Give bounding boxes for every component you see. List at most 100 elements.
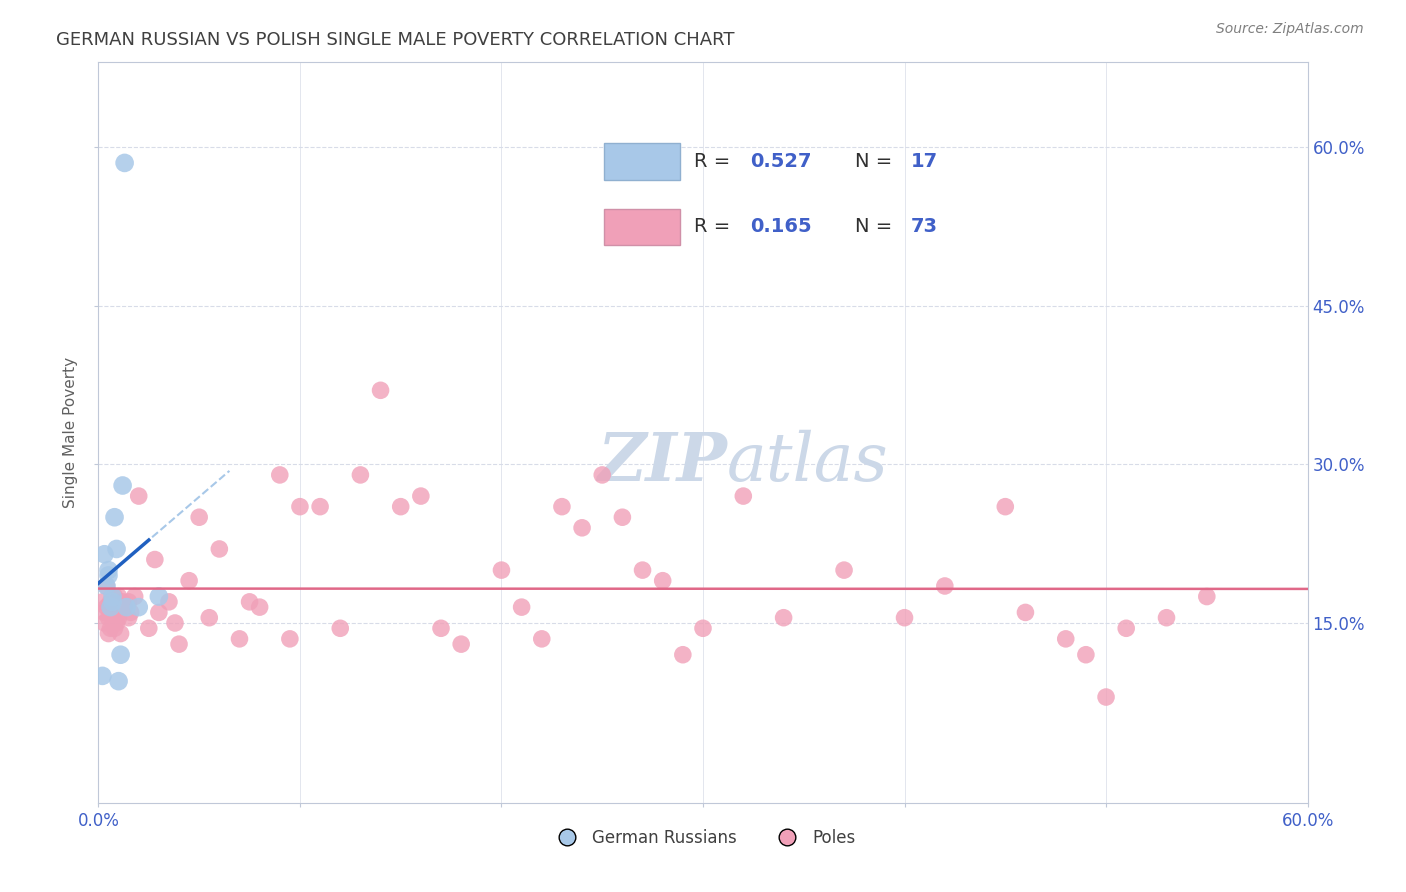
FancyBboxPatch shape xyxy=(603,209,681,245)
Point xyxy=(651,574,673,588)
Text: N =: N = xyxy=(855,152,898,171)
Point xyxy=(288,500,311,514)
Point xyxy=(994,500,1017,514)
Point xyxy=(103,590,125,604)
Point xyxy=(100,621,122,635)
Point xyxy=(103,510,125,524)
Point xyxy=(893,611,915,625)
Point xyxy=(107,674,129,689)
Point xyxy=(1156,611,1178,625)
Point xyxy=(93,606,115,620)
Point xyxy=(832,563,855,577)
Point xyxy=(101,595,124,609)
Point xyxy=(329,621,352,635)
Text: N =: N = xyxy=(855,218,898,236)
Point xyxy=(97,568,120,582)
Point xyxy=(91,595,114,609)
Point xyxy=(101,590,124,604)
Point xyxy=(370,384,392,398)
Point xyxy=(491,563,513,577)
Point xyxy=(278,632,301,646)
Point xyxy=(198,611,221,625)
Point xyxy=(114,156,136,170)
Text: 73: 73 xyxy=(911,218,938,236)
Text: R =: R = xyxy=(695,152,737,171)
Point xyxy=(591,467,613,482)
Point xyxy=(228,632,250,646)
Point xyxy=(128,489,150,503)
Text: ZIP: ZIP xyxy=(598,430,727,495)
Point xyxy=(208,541,231,556)
Point xyxy=(111,595,134,609)
Point xyxy=(114,600,136,615)
Point xyxy=(163,615,186,630)
Text: R =: R = xyxy=(695,218,737,236)
Point xyxy=(672,648,695,662)
Point xyxy=(110,648,132,662)
Point xyxy=(571,521,593,535)
Point xyxy=(733,489,755,503)
Point xyxy=(309,500,332,514)
Point xyxy=(1195,590,1218,604)
Point xyxy=(107,590,129,604)
Point xyxy=(772,611,794,625)
Point xyxy=(120,606,142,620)
Point xyxy=(157,595,180,609)
Point xyxy=(1014,606,1036,620)
Point xyxy=(692,621,714,635)
Point xyxy=(148,606,170,620)
Point xyxy=(530,632,553,646)
Point xyxy=(631,563,654,577)
FancyBboxPatch shape xyxy=(603,144,681,180)
Point xyxy=(1074,648,1097,662)
Point xyxy=(249,600,271,615)
Point xyxy=(118,611,141,625)
Point xyxy=(115,600,138,615)
Point xyxy=(450,637,472,651)
Point xyxy=(97,563,120,577)
Point xyxy=(96,579,118,593)
Y-axis label: Single Male Poverty: Single Male Poverty xyxy=(63,357,79,508)
Point xyxy=(93,615,115,630)
Point xyxy=(612,510,634,524)
Point xyxy=(97,611,120,625)
Point xyxy=(239,595,262,609)
Point xyxy=(93,547,115,561)
Point xyxy=(110,626,132,640)
Point xyxy=(118,595,141,609)
Point xyxy=(100,595,122,609)
Point xyxy=(349,467,371,482)
Text: 17: 17 xyxy=(911,152,938,171)
Point xyxy=(167,637,190,651)
Point xyxy=(143,552,166,566)
Point xyxy=(1095,690,1118,704)
Point xyxy=(97,626,120,640)
Point xyxy=(1054,632,1077,646)
Point xyxy=(148,590,170,604)
Point xyxy=(551,500,574,514)
Point xyxy=(128,600,150,615)
Point xyxy=(138,621,160,635)
Point xyxy=(96,579,118,593)
Point xyxy=(105,541,128,556)
Point xyxy=(105,615,128,630)
Point xyxy=(107,611,129,625)
Point xyxy=(409,489,432,503)
Point xyxy=(430,621,453,635)
Point xyxy=(389,500,412,514)
Text: Source: ZipAtlas.com: Source: ZipAtlas.com xyxy=(1216,22,1364,37)
Point xyxy=(510,600,533,615)
Legend: German Russians, Poles: German Russians, Poles xyxy=(544,822,862,854)
Point xyxy=(1115,621,1137,635)
Point xyxy=(179,574,201,588)
Point xyxy=(269,467,291,482)
Point xyxy=(100,600,122,615)
Text: GERMAN RUSSIAN VS POLISH SINGLE MALE POVERTY CORRELATION CHART: GERMAN RUSSIAN VS POLISH SINGLE MALE POV… xyxy=(56,31,735,49)
Text: 0.527: 0.527 xyxy=(751,152,811,171)
Point xyxy=(101,611,124,625)
Point xyxy=(103,621,125,635)
Point xyxy=(101,606,124,620)
Point xyxy=(934,579,956,593)
Text: 0.165: 0.165 xyxy=(751,218,811,236)
Point xyxy=(124,590,146,604)
